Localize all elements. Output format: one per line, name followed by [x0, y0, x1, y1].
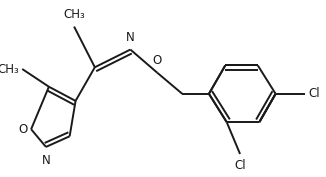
Text: O: O [18, 123, 28, 136]
Text: CH₃: CH₃ [63, 8, 85, 21]
Text: N: N [126, 31, 135, 44]
Text: Cl: Cl [309, 87, 320, 100]
Text: Cl: Cl [234, 159, 246, 172]
Text: CH₃: CH₃ [0, 62, 19, 76]
Text: N: N [41, 154, 50, 167]
Text: O: O [153, 54, 162, 67]
